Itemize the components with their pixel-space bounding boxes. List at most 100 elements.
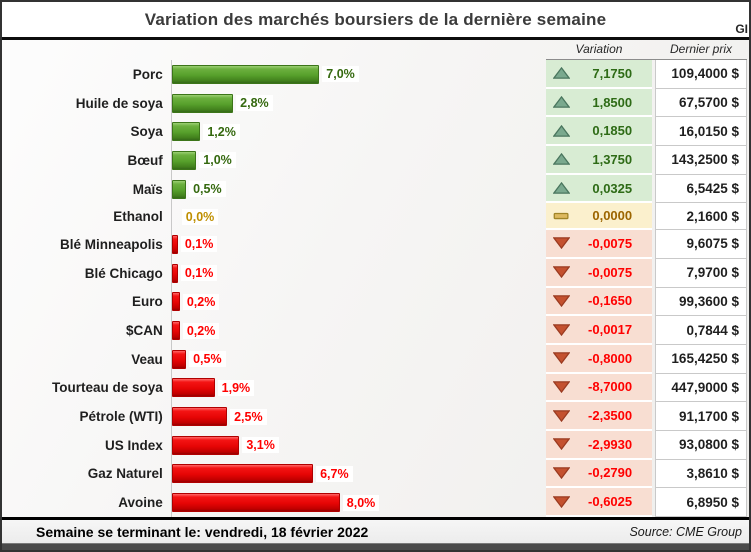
- category-label: Tourteau de soya: [51, 380, 163, 396]
- down-triangle-icon: [553, 351, 571, 365]
- bar: [171, 93, 234, 113]
- bar: [171, 150, 197, 170]
- last-price-value: 7,9700 $: [655, 258, 747, 288]
- bar: [171, 378, 215, 398]
- footer-bar: Semaine se terminant le: vendredi, 18 fé…: [2, 517, 749, 543]
- bar: [171, 464, 314, 484]
- bar-value-label: 1,2%: [203, 123, 240, 140]
- category-label: Veau: [131, 351, 163, 367]
- table-row: Tourteau de soya 1,9% -8,7000 447,9000 $: [2, 373, 747, 403]
- up-triangle-icon: [553, 124, 571, 138]
- variation-value: -2,9930: [588, 436, 633, 452]
- down-triangle-icon: [553, 437, 571, 451]
- title-bar: Variation des marchés boursiers de la de…: [2, 2, 749, 40]
- bar-value-label: 6,7%: [316, 465, 353, 482]
- variation-cell: 1,8500: [546, 88, 653, 118]
- table-row: Maïs 0,5% 0,0325 6,5425 $: [2, 174, 747, 204]
- table-row: Bœuf 1,0% 1,3750 143,2500 $: [2, 146, 747, 175]
- last-price-value: 109,4000 $: [655, 60, 747, 89]
- down-triangle-icon: [553, 265, 571, 279]
- down-triangle-icon: [553, 495, 571, 509]
- table-row: Blé Chicago 0,1% -0,0075 7,9700 $: [2, 258, 747, 288]
- last-price-value: 67,5700 $: [655, 88, 747, 118]
- bar-value-label: 2,5%: [230, 408, 267, 425]
- last-price-value: 99,3600 $: [655, 287, 747, 317]
- category-label: Blé Minneapolis: [59, 236, 163, 252]
- table-row: Veau 0,5% -0,8000 165,4250 $: [2, 344, 747, 374]
- right-column-headers: Variation Dernier prix: [546, 40, 747, 60]
- down-triangle-icon: [553, 294, 571, 308]
- variation-value: -0,8000: [588, 350, 633, 366]
- down-triangle-icon: [553, 236, 571, 250]
- last-price-value: 2,1600 $: [655, 203, 747, 231]
- variation-value: 0,0325: [592, 180, 633, 196]
- up-triangle-icon: [553, 152, 571, 166]
- table-row: Soya 1,2% 0,1850 16,0150 $: [2, 117, 747, 147]
- variation-cell: 7,1750: [546, 60, 653, 89]
- variation-cell: -2,3500: [546, 402, 653, 431]
- variation-cell: -0,2790: [546, 459, 653, 489]
- category-label: US Index: [105, 437, 163, 453]
- variation-value: 7,1750: [592, 65, 633, 81]
- bottom-edge-strip: [2, 543, 749, 550]
- bar-value-label: 0,1%: [180, 265, 218, 282]
- bar: [171, 435, 240, 455]
- bar-value-label: 0,5%: [189, 181, 226, 198]
- week-ending-label: Semaine se terminant le: vendredi, 18 fé…: [36, 523, 369, 540]
- bar-value-label: 3,1%: [242, 437, 279, 454]
- variation-cell: -8,7000: [546, 373, 653, 403]
- up-triangle-icon: [553, 66, 571, 80]
- category-label: Soya: [130, 124, 163, 140]
- bar-value-label: 0,1%: [180, 236, 218, 253]
- category-label: Gaz Naturel: [87, 466, 163, 482]
- category-label: Pétrole (WTI): [79, 409, 163, 425]
- last-price-value: 6,8950 $: [655, 488, 747, 517]
- bar-value-label: 0,2%: [182, 322, 220, 339]
- chart-rows: Porc 7,0% 7,1750 109,4000 $ Huile de soya 2,8…: [2, 60, 749, 517]
- last-price-value: 3,8610 $: [655, 459, 747, 489]
- header-spacer: [2, 40, 546, 60]
- variation-cell: -0,6025: [546, 488, 653, 517]
- last-price-value: 6,5425 $: [655, 174, 747, 204]
- variation-value: 1,3750: [592, 151, 633, 167]
- variation-cell: 0,1850: [546, 117, 653, 147]
- table-row: Euro 0,2% -0,1650 99,3600 $: [2, 287, 747, 317]
- variation-cell: -0,1650: [546, 287, 653, 317]
- bar-area: 0,5%: [170, 174, 542, 204]
- category-label: Blé Chicago: [84, 265, 163, 281]
- bar-area: 6,7%: [170, 459, 542, 489]
- last-price-value: 0,7844 $: [655, 316, 747, 345]
- table-row: Avoine 8,0% -0,6025 6,8950 $: [2, 488, 747, 517]
- bar-area: 0,1%: [170, 258, 542, 288]
- bar-area: 0,0%: [170, 203, 542, 231]
- bar-area: 2,8%: [170, 88, 542, 118]
- flat-dash-icon: [553, 209, 570, 223]
- down-triangle-icon: [553, 409, 571, 423]
- bar-area: 0,5%: [170, 344, 542, 374]
- variation-value: -0,6025: [588, 494, 633, 510]
- category-label: Porc: [132, 66, 163, 82]
- variation-cell: 0,0000: [546, 203, 653, 231]
- category-label: Euro: [132, 294, 163, 310]
- bar-value-label: 0,5%: [189, 351, 226, 368]
- bar-area: 2,5%: [170, 402, 542, 431]
- bar-value-label: 2,8%: [236, 95, 273, 112]
- down-triangle-icon: [553, 380, 571, 394]
- variation-cell: -0,0075: [546, 230, 653, 259]
- bar-area: 1,9%: [170, 373, 542, 403]
- bar: [171, 349, 187, 369]
- bar: [171, 64, 320, 84]
- bar: [171, 234, 178, 254]
- table-row: Pétrole (WTI) 2,5% -2,3500 91,1700 $: [2, 402, 747, 431]
- variation-cell: -2,9930: [546, 430, 653, 460]
- last-price-value: 91,1700 $: [655, 402, 747, 431]
- last-price-value: 16,0150 $: [655, 117, 747, 147]
- variation-value: 1,8500: [592, 94, 633, 110]
- variation-value: -0,0075: [588, 235, 633, 251]
- last-price-value: 9,6075 $: [655, 230, 747, 259]
- variation-value: -0,2790: [588, 465, 633, 481]
- category-label: Avoine: [118, 495, 163, 511]
- category-label: Ethanol: [113, 209, 163, 225]
- bar: [171, 493, 340, 513]
- table-row: Blé Minneapolis 0,1% -0,0075 9,6075 $: [2, 230, 747, 259]
